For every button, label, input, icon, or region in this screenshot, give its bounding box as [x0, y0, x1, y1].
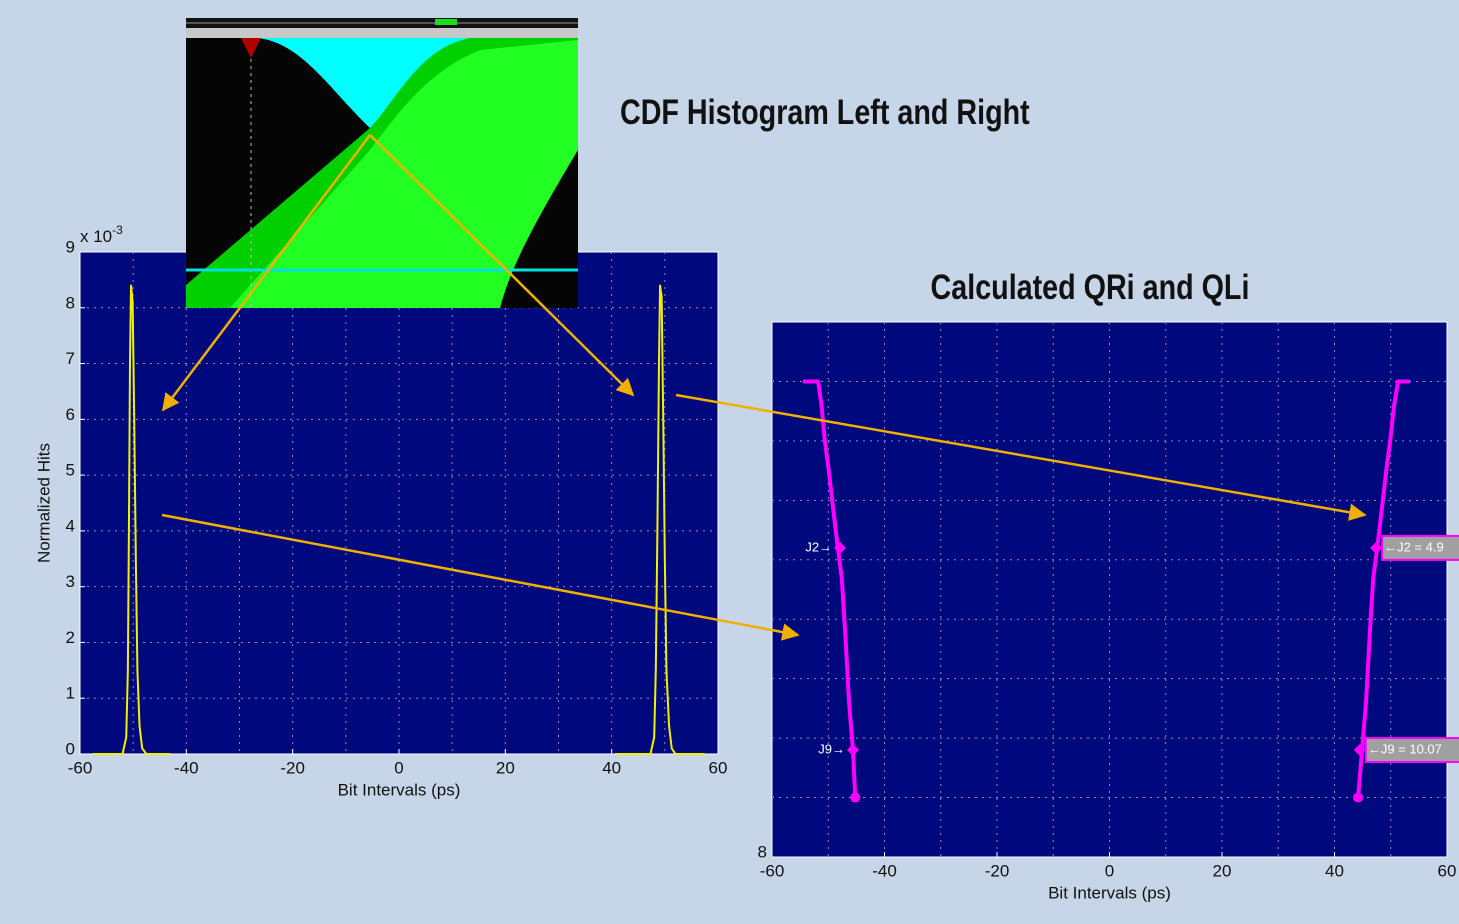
- y-multiplier-base: x 10: [80, 227, 112, 246]
- marker-label: ←J9 = 10.07: [1368, 741, 1442, 756]
- x-tick-label: 20: [496, 758, 515, 777]
- chart-title: CDF Histogram Left and Right: [620, 93, 1030, 132]
- y-tick-label: 7: [66, 349, 75, 368]
- eye-diagram: [186, 18, 578, 308]
- x-tick-label: 20: [1213, 861, 1232, 880]
- x-tick-label: -40: [872, 861, 897, 880]
- y-tick-label: 3: [66, 572, 75, 591]
- end-point: [1353, 793, 1363, 803]
- x-tick-label: 40: [1325, 861, 1344, 880]
- x-tick-label: 60: [1438, 861, 1457, 880]
- y-tick-label: 4: [66, 516, 75, 535]
- y-tick-label: 0: [66, 739, 75, 758]
- plot-area: [80, 252, 718, 754]
- y-tick-label: 5: [66, 461, 75, 480]
- x-tick-label: -60: [760, 861, 785, 880]
- y-tick-label: 1: [66, 684, 75, 703]
- x-axis-label: Bit Intervals (ps): [1048, 883, 1171, 902]
- y-tick-label: 8: [758, 842, 767, 861]
- y-tick-label: 2: [66, 628, 75, 647]
- x-tick-label: -20: [985, 861, 1010, 880]
- x-tick-label: -40: [174, 758, 199, 777]
- marker-label: J9→: [818, 741, 845, 756]
- end-point: [850, 793, 860, 803]
- x-tick-label: 40: [602, 758, 621, 777]
- x-tick-label: 60: [709, 758, 728, 777]
- x-axis-label: Bit Intervals (ps): [338, 780, 461, 799]
- x-tick-label: -60: [68, 758, 93, 777]
- marker-label: J2→: [805, 539, 832, 554]
- x-tick-label: -20: [280, 758, 305, 777]
- x-tick-label: 0: [1105, 861, 1114, 880]
- y-axis-label: Normalized Hits: [34, 443, 53, 563]
- x-tick-label: 0: [394, 758, 403, 777]
- y-tick-label: 6: [66, 405, 75, 424]
- y-tick-label: 9: [66, 237, 75, 256]
- y-multiplier-exponent: -3: [112, 223, 123, 237]
- figure: -60 -40 -20 0 20 40 60 0 1 2 3 4 5 6 7 8 9 Bit Intervals …: [0, 0, 1459, 924]
- y-tick-label: 8: [66, 293, 75, 312]
- marker-label: ←J2 = 4.9: [1384, 539, 1444, 554]
- chart-title: Calculated QRi and QLi: [931, 268, 1250, 307]
